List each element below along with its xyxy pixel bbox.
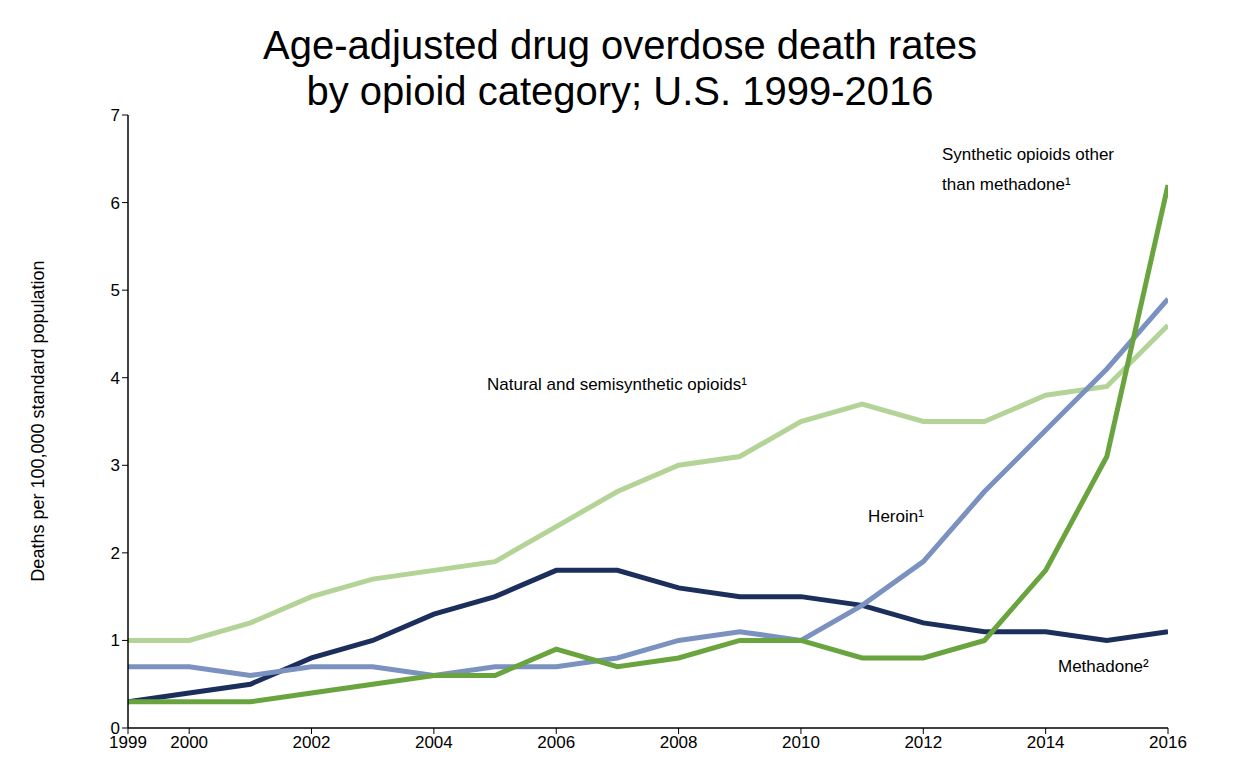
svg-text:7: 7 <box>111 106 120 125</box>
svg-text:2010: 2010 <box>782 733 820 752</box>
svg-text:2008: 2008 <box>660 733 698 752</box>
svg-text:2004: 2004 <box>415 733 453 752</box>
svg-text:1: 1 <box>111 631 120 650</box>
svg-text:2: 2 <box>111 544 120 563</box>
svg-text:4: 4 <box>111 369 120 388</box>
html-text:Age-adjusted drug overdose dea: Age-adjusted drug overdose death rates <box>263 23 977 67</box>
svg-text:2012: 2012 <box>904 733 942 752</box>
svg-text:Natural and semisynthetic opio: Natural and semisynthetic opioids¹ <box>487 375 747 394</box>
svg-text:2016: 2016 <box>1149 733 1187 752</box>
html-text:Deaths per 100,000 standard po: Deaths per 100,000 standard population <box>27 260 48 582</box>
svg-text:3: 3 <box>111 456 120 475</box>
svg-text:2006: 2006 <box>537 733 575 752</box>
svg-text:Synthetic opioids otherthan me: Synthetic opioids otherthan methadone¹ <box>942 145 1114 194</box>
html-text:by opioid category; U.S. 1999-: by opioid category; U.S. 1999-2016 <box>306 69 934 113</box>
svg-text:Heroin¹: Heroin¹ <box>868 507 924 526</box>
svg-text:1999: 1999 <box>109 733 147 753</box>
svg-text:2000: 2000 <box>170 733 208 752</box>
svg-text:2014: 2014 <box>1027 733 1065 752</box>
svg-text:0: 0 <box>111 719 120 738</box>
svg-text:2002: 2002 <box>293 733 331 752</box>
svg-text:5: 5 <box>111 281 120 300</box>
svg-text:Methadone²: Methadone² <box>1058 657 1149 676</box>
svg-text:6: 6 <box>111 194 120 213</box>
